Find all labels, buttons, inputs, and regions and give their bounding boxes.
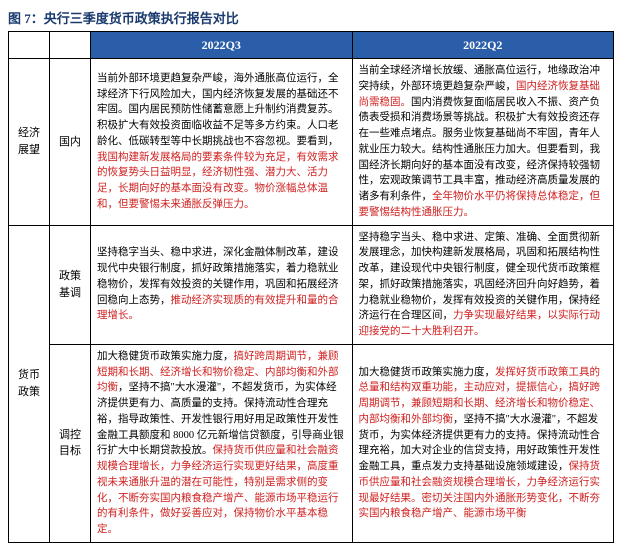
row-sub-label: 国内 xyxy=(50,59,91,226)
col-header-q2: 2022Q2 xyxy=(352,32,614,59)
row-section-label: 货币政策 xyxy=(9,225,50,542)
text-segment: 加大稳健货币政策实施力度， xyxy=(359,367,496,378)
cell-q3-domestic: 当前外部环境更趋复杂严峻，海外通胀高位运行，全球经济下行风险加大，国内经济恢复发… xyxy=(91,59,352,226)
header-row: 2022Q3 2022Q2 xyxy=(9,32,614,59)
text-segment: 坚持稳字当头、稳中求进、定策、准确、全面贯彻新发展理念，加快构建新发展格局，巩固… xyxy=(359,232,601,322)
text-segment-red: 我国构建新发展格局的要素条件较为充足，有效需求的恢复势头日益明显，经济韧性强、潜… xyxy=(97,152,339,210)
figure-title: 图 7：央行三季度货币政策执行报告对比 xyxy=(8,8,614,27)
corner-cell-2 xyxy=(50,32,91,59)
cell-q2-target: 加大稳健货币政策实施力度，发挥好货币政策工具的总量和结构双重功能，主动应对，提振… xyxy=(352,344,614,542)
col-header-q3: 2022Q3 xyxy=(91,32,352,59)
row-section-label: 经济展望 xyxy=(9,59,50,226)
table-row: 经济展望 国内 当前外部环境更趋复杂严峻，海外通胀高位运行，全球经济下行风险加大… xyxy=(9,59,614,226)
text-segment-red: 保持货币供应量和社会融资规模合理增长，力争经济运行实现更好结果，高度重视未来通胀… xyxy=(97,445,339,535)
text-segment: 当前外部环境更趋复杂严峻，海外通胀高位运行，全球经济下行风险加大，国内经济恢复发… xyxy=(97,73,339,147)
row-sub-label: 政策基调 xyxy=(50,225,91,344)
cell-q3-target: 加大稳健货币政策实施力度，搞好跨周期调节，兼顾短期和长期、经济增长和物价稳定、内… xyxy=(91,344,352,542)
text-segment: 加大稳健货币政策实施力度， xyxy=(97,351,234,362)
table-row: 调控目标 加大稳健货币政策实施力度，搞好跨周期调节，兼顾短期和长期、经济增长和物… xyxy=(9,344,614,542)
cell-q2-tone: 坚持稳字当头、稳中求进、定策、准确、全面贯彻新发展理念，加快构建新发展格局，巩固… xyxy=(352,225,614,344)
row-sub-label: 调控目标 xyxy=(50,344,91,542)
cell-q2-domestic: 当前全球经济增长放缓、通胀高位运行，地缘政治冲突持续，外部环境更趋复杂严峻，国内… xyxy=(352,59,614,226)
text-segment: 国内消费恢复面临居民收入不振、资产负债表受损和消费场景等挑战。积极扩大有效投资还… xyxy=(359,97,601,203)
cell-q3-tone: 坚持稳字当头、稳中求进，深化金融体制改革，建设现代中央银行制度，抓好政策措施落实… xyxy=(91,225,352,344)
corner-cell xyxy=(9,32,50,59)
table-row: 货币政策 政策基调 坚持稳字当头、稳中求进，深化金融体制改革，建设现代中央银行制… xyxy=(9,225,614,344)
comparison-table: 2022Q3 2022Q2 经济展望 国内 当前外部环境更趋复杂严峻，海外通胀高… xyxy=(8,31,614,543)
